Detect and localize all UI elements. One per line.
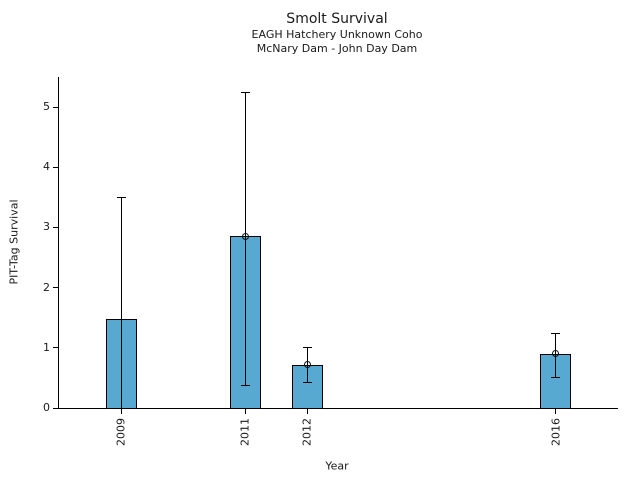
error-bar-cap-bottom bbox=[116, 408, 126, 409]
y-tick-label: 3 bbox=[43, 220, 50, 234]
error-bar-cap-top bbox=[240, 92, 250, 94]
x-tick-mark bbox=[244, 409, 246, 414]
x-tick-label: 2016 bbox=[549, 418, 563, 446]
error-bar-cap-bottom bbox=[551, 376, 561, 378]
y-tick-label: 1 bbox=[43, 340, 50, 354]
y-tick-mark bbox=[53, 347, 58, 349]
plot-area: 0 1 2 3 4 5 2009 2011 2012 2016 bbox=[43, 77, 618, 446]
x-tick-label: 2011 bbox=[238, 418, 252, 446]
title-block: Smolt Survival EAGH Hatchery Unknown Coh… bbox=[252, 10, 423, 56]
error-bar-cap-top bbox=[302, 347, 312, 349]
y-tick-mark bbox=[53, 287, 58, 289]
y-tick-mark bbox=[53, 226, 58, 228]
y-tick-mark bbox=[53, 166, 58, 168]
error-bar-cap-top bbox=[116, 197, 126, 199]
error-bar-cap-top bbox=[551, 332, 561, 334]
x-tick-label: 2009 bbox=[114, 418, 128, 446]
y-tick-label: 5 bbox=[43, 100, 50, 114]
x-axis-title: Year bbox=[325, 459, 349, 473]
y-tick-label: 0 bbox=[43, 401, 50, 414]
error-bar-cap-bottom bbox=[240, 384, 250, 386]
y-axis-title: PIT-Tag Survival bbox=[7, 199, 21, 285]
x-tick-label: 2012 bbox=[300, 418, 314, 446]
chart-title: Smolt Survival bbox=[286, 11, 388, 27]
y-tick-mark bbox=[53, 407, 58, 409]
error-bar-line bbox=[120, 197, 122, 408]
x-tick-mark bbox=[306, 409, 308, 414]
y-tick-label: 2 bbox=[43, 280, 50, 294]
chart-subtitle-1: EAGH Hatchery Unknown Coho bbox=[251, 28, 423, 41]
y-tick-label: 4 bbox=[43, 160, 50, 174]
point-marker bbox=[552, 350, 560, 358]
point-marker bbox=[241, 232, 249, 240]
error-bar-cap-bottom bbox=[302, 382, 312, 384]
x-tick-mark bbox=[120, 409, 122, 414]
y-tick-mark bbox=[53, 106, 58, 108]
chart-subtitle-2: McNary Dam - John Day Dam bbox=[256, 42, 418, 55]
point-marker bbox=[303, 361, 311, 369]
x-tick-mark bbox=[555, 409, 557, 414]
